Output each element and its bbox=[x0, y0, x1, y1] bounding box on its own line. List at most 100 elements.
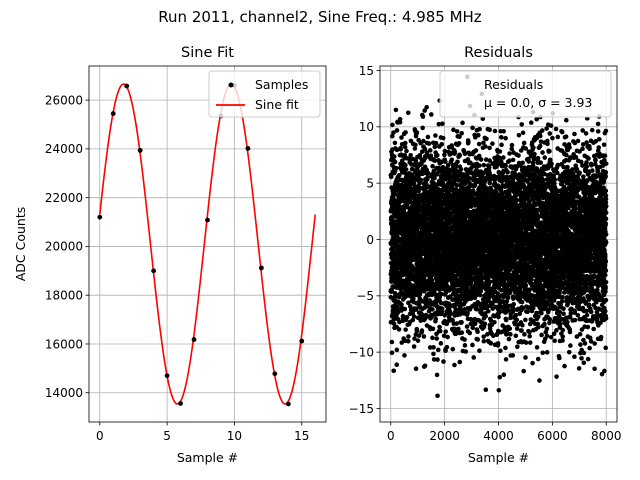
residual-point bbox=[447, 309, 453, 314]
residual-point bbox=[427, 148, 433, 153]
residual-point bbox=[413, 142, 418, 148]
residual-point bbox=[498, 348, 503, 354]
residual-point bbox=[510, 157, 516, 163]
residual-point bbox=[413, 366, 419, 372]
residual-point bbox=[426, 141, 432, 146]
legend-sine-fit-label: Sine fit bbox=[255, 97, 299, 112]
residual-point bbox=[456, 141, 462, 146]
residual-point bbox=[400, 313, 406, 319]
residual-point bbox=[462, 343, 468, 348]
residual-point bbox=[388, 174, 394, 180]
residual-point bbox=[490, 141, 495, 146]
residual-point bbox=[433, 316, 439, 322]
residual-point bbox=[391, 154, 397, 159]
residual-point bbox=[440, 121, 445, 127]
residual-point bbox=[399, 340, 405, 345]
residual-point bbox=[389, 350, 395, 356]
residual-point bbox=[435, 347, 441, 353]
residual-point bbox=[490, 301, 495, 307]
sample-point bbox=[124, 83, 130, 89]
residual-point bbox=[398, 147, 403, 152]
residual-point bbox=[431, 351, 436, 357]
legend-samples-label: Samples bbox=[255, 77, 308, 92]
residual-point bbox=[394, 147, 400, 153]
residual-point bbox=[392, 140, 398, 146]
sine-fit-xtick-label: 15 bbox=[294, 429, 309, 443]
residual-point bbox=[438, 291, 444, 297]
residual-point bbox=[452, 362, 457, 368]
residual-point bbox=[402, 144, 408, 150]
residual-point bbox=[440, 135, 446, 141]
residual-point bbox=[439, 142, 445, 147]
residual-point bbox=[520, 160, 525, 166]
residual-point bbox=[475, 337, 481, 342]
residual-point bbox=[425, 134, 431, 140]
residual-point bbox=[497, 149, 503, 154]
residual-point bbox=[460, 120, 465, 126]
sine-fit-xlabel: Sample # bbox=[177, 450, 238, 465]
residual-point bbox=[503, 317, 509, 323]
residual-point bbox=[477, 348, 482, 354]
residual-point bbox=[394, 347, 400, 353]
residual-point bbox=[411, 296, 416, 302]
residual-point bbox=[397, 116, 403, 122]
residual-point bbox=[459, 319, 464, 325]
residual-point bbox=[441, 359, 446, 364]
residual-point bbox=[435, 357, 440, 362]
residual-point bbox=[394, 362, 400, 367]
residual-point bbox=[483, 313, 488, 319]
residual-point bbox=[503, 357, 509, 362]
residual-point bbox=[388, 294, 394, 300]
residual-point bbox=[505, 295, 511, 301]
residual-point bbox=[516, 153, 521, 158]
residual-point bbox=[487, 127, 492, 133]
residual-point bbox=[403, 167, 409, 172]
sample-point bbox=[258, 265, 264, 271]
residual-point bbox=[483, 387, 489, 393]
residual-point bbox=[437, 328, 443, 334]
residual-point bbox=[406, 300, 411, 306]
residual-point bbox=[506, 336, 512, 342]
sine-fit-legend: Samples Sine fit bbox=[208, 70, 321, 118]
residual-point bbox=[406, 338, 411, 344]
sine-fit-ytick-label: 14000 bbox=[45, 386, 83, 400]
residual-point bbox=[411, 344, 417, 349]
residual-point bbox=[402, 140, 408, 146]
residual-point bbox=[405, 290, 410, 295]
sine-fit-ytick-label: 16000 bbox=[45, 337, 83, 351]
residual-point bbox=[420, 125, 425, 131]
residual-point bbox=[471, 355, 477, 360]
residual-point bbox=[420, 114, 426, 119]
residual-point bbox=[459, 330, 465, 335]
residual-point bbox=[419, 328, 425, 333]
residual-point bbox=[498, 134, 504, 140]
residual-point bbox=[507, 326, 513, 331]
residual-point bbox=[396, 172, 402, 178]
residual-point bbox=[511, 296, 516, 301]
residual-point bbox=[391, 130, 396, 135]
residual-point bbox=[473, 292, 479, 298]
residual-point bbox=[430, 307, 435, 312]
residual-point bbox=[455, 159, 460, 165]
residual-point bbox=[514, 317, 519, 323]
sine-fit-ytick-label: 18000 bbox=[45, 289, 83, 303]
sample-point bbox=[272, 371, 278, 377]
residual-point bbox=[407, 156, 413, 162]
residual-point bbox=[393, 165, 399, 171]
residual-point bbox=[390, 284, 396, 289]
residual-point bbox=[486, 165, 492, 171]
residual-point bbox=[487, 180, 493, 186]
residual-point bbox=[391, 368, 397, 374]
residual-point bbox=[503, 345, 508, 351]
residual-point bbox=[470, 342, 475, 348]
residual-point bbox=[477, 292, 483, 298]
residual-point bbox=[501, 372, 507, 378]
residual-point bbox=[481, 162, 487, 168]
figure-suptitle: Run 2011, channel2, Sine Freq.: 4.985 MH… bbox=[158, 8, 482, 26]
residual-point bbox=[478, 157, 484, 162]
residual-point bbox=[462, 337, 467, 342]
residual-point bbox=[430, 335, 435, 341]
residual-point bbox=[430, 326, 436, 332]
residual-point bbox=[414, 328, 420, 334]
